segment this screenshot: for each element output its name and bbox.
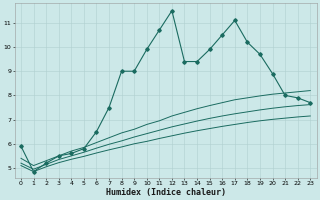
X-axis label: Humidex (Indice chaleur): Humidex (Indice chaleur)	[106, 188, 226, 197]
